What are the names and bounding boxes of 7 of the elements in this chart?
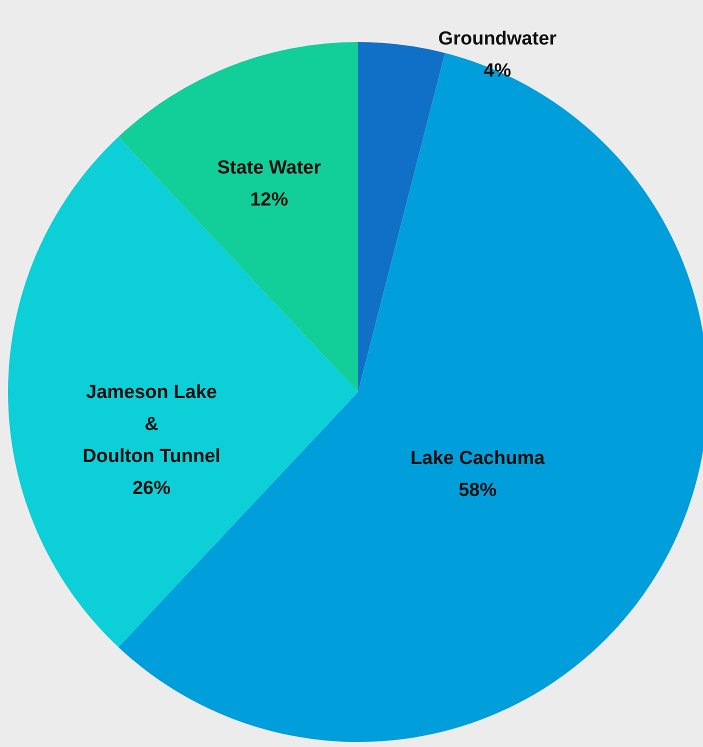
slice-label: Jameson Lake & Doulton Tunnel bbox=[82, 382, 220, 467]
data-label: 58% bbox=[458, 480, 497, 501]
data-label: 26% bbox=[132, 478, 171, 499]
slice-label: State Water bbox=[217, 157, 322, 178]
slice-label: Lake Cachuma bbox=[410, 448, 546, 469]
slice-label: Groundwater bbox=[438, 28, 558, 50]
data-label: 12% bbox=[250, 189, 288, 210]
